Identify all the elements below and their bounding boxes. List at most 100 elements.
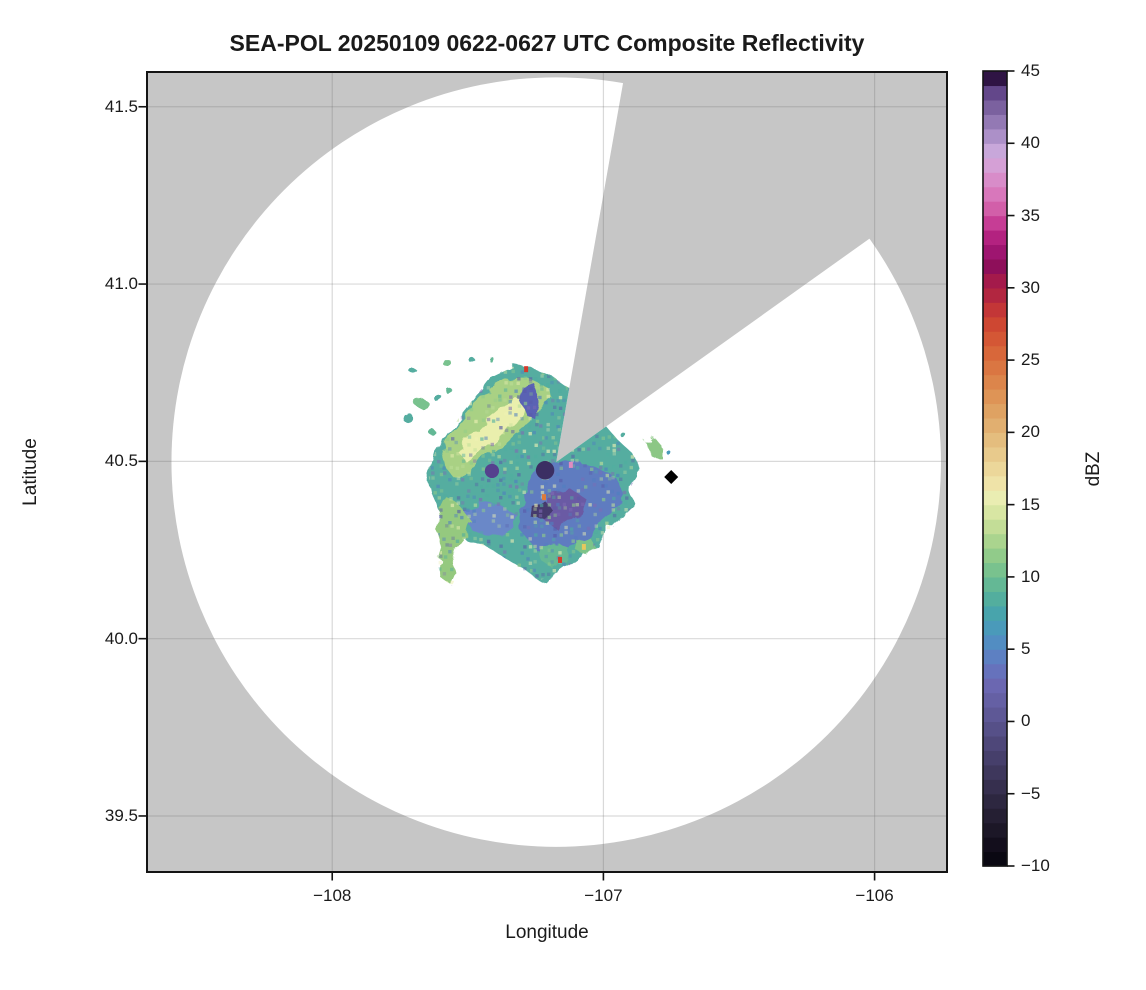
echo-island — [489, 357, 495, 363]
colorbar-band — [983, 186, 1007, 202]
colorbar-band — [983, 707, 1007, 723]
colorbar-band — [983, 562, 1007, 578]
colorbar-tick-label: −5 — [1021, 783, 1041, 803]
colorbar-frame — [982, 70, 1008, 867]
y-tick-label: 40.5 — [104, 451, 138, 471]
colorbar-band — [983, 157, 1007, 173]
low-dbz-core — [484, 463, 500, 479]
colorbar-band — [983, 678, 1007, 694]
colorbar-band — [983, 692, 1007, 708]
colorbar-band — [983, 374, 1007, 390]
colorbar-band — [983, 649, 1007, 665]
colorbar-band — [983, 417, 1007, 433]
colorbar-band — [983, 461, 1007, 477]
axis-ticks — [138, 105, 876, 881]
colorbar-band — [983, 533, 1007, 549]
echo-island — [444, 359, 453, 368]
colorbar-band — [983, 316, 1007, 332]
colorbar-band — [983, 634, 1007, 650]
colorbar-band — [983, 331, 1007, 347]
colorbar-band — [983, 620, 1007, 636]
colorbar-band — [983, 71, 1007, 87]
chart-title: SEA-POL 20250109 0622-0627 UTC Composite… — [229, 30, 865, 56]
colorbar-band — [983, 663, 1007, 679]
echo-island — [467, 355, 473, 361]
colorbar-band — [983, 143, 1007, 159]
x-tick-label: −107 — [584, 886, 623, 905]
colorbar-band — [983, 750, 1007, 766]
colorbar-band — [983, 215, 1007, 231]
colorbar-band — [983, 475, 1007, 491]
colorbar-band — [983, 114, 1007, 130]
echo-island — [432, 392, 441, 401]
colorbar-tick-label: 30 — [1021, 277, 1040, 297]
colorbar-tick-label: 35 — [1021, 205, 1040, 225]
colorbar-band — [983, 837, 1007, 853]
colorbar-band — [983, 504, 1007, 520]
echo-region-pale-yellow-core — [458, 397, 527, 463]
colorbar-band — [983, 591, 1007, 607]
colorbar-tick-label: 25 — [1021, 350, 1040, 370]
colorbar-band — [983, 273, 1007, 289]
colorbar-tick-label: 0 — [1021, 711, 1031, 731]
site-marker-diamond — [664, 469, 679, 484]
echo-region-south-purple-patch — [542, 486, 587, 532]
high-dbz-speck — [558, 556, 563, 563]
colorbar-tick-label: −10 — [1021, 856, 1050, 875]
echo-island — [426, 426, 434, 434]
y-axis-label: Latitude — [20, 438, 41, 506]
y-tick-label: 39.5 — [104, 805, 138, 825]
colorbar-band — [983, 389, 1007, 405]
colorbar-tick-label: 10 — [1021, 566, 1040, 586]
colorbar-band — [983, 822, 1007, 838]
colorbar-band — [983, 548, 1007, 564]
echo-region-east-isolated-cell — [645, 438, 662, 455]
blocked-sector-wedge — [556, 72, 947, 463]
colorbar-band — [983, 808, 1007, 824]
y-tick-label: 41.0 — [104, 274, 138, 294]
colorbar-band — [983, 779, 1007, 795]
y-tick-label: 41.5 — [104, 96, 138, 116]
high-dbz-speck — [568, 461, 573, 468]
colorbar-label: dBZ — [1083, 451, 1104, 487]
colorbar-band — [983, 230, 1007, 246]
high-dbz-speck — [524, 366, 529, 373]
echo-island — [416, 398, 428, 410]
colorbar-band — [983, 793, 1007, 809]
colorbar-band — [983, 360, 1007, 376]
colorbar-band — [983, 851, 1007, 867]
colorbar-band — [983, 576, 1007, 592]
colorbar-band — [983, 432, 1007, 448]
low-dbz-core — [535, 461, 555, 480]
colorbar-band — [983, 490, 1007, 506]
echo-island — [442, 384, 450, 392]
x-axis-label: Longitude — [505, 922, 589, 943]
colorbar-band — [983, 128, 1007, 144]
echo-island — [666, 450, 671, 455]
colorbar-band — [983, 302, 1007, 318]
colorbar-tick-label: 5 — [1021, 639, 1031, 659]
colorbar-band — [983, 287, 1007, 303]
map-area — [147, 72, 947, 872]
colorbar-band — [983, 721, 1007, 737]
colorbar-band — [983, 345, 1007, 361]
high-dbz-speck — [542, 494, 547, 501]
echo-region-southwest-green-tail — [437, 497, 470, 586]
colorbar-band — [983, 172, 1007, 188]
colorbar-band — [983, 85, 1007, 101]
echo-island — [410, 368, 418, 376]
x-tick-label: −108 — [313, 886, 352, 905]
colorbar-band — [983, 244, 1007, 260]
colorbar-band — [983, 201, 1007, 217]
high-dbz-speck — [581, 543, 586, 550]
colorbar-band — [983, 605, 1007, 621]
colorbar-band — [983, 99, 1007, 115]
echo-island — [403, 413, 414, 424]
colorbar-band — [983, 519, 1007, 535]
plot-frame — [146, 71, 948, 873]
colorbar — [982, 70, 1015, 867]
colorbar-band — [983, 403, 1007, 419]
x-tick-label: −106 — [855, 886, 894, 905]
